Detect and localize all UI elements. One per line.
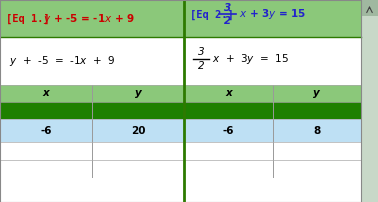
Text: $x$ + 3$y$ = 15: $x$ + 3$y$ = 15 (239, 7, 306, 21)
Text: $x$  +  3$y$  =  15: $x$ + 3$y$ = 15 (212, 52, 290, 66)
Text: [Eq 2.]: [Eq 2.] (190, 9, 234, 20)
Bar (0, 119, 361, 142)
Text: -6: -6 (40, 126, 52, 136)
Text: x: x (43, 88, 50, 98)
Bar (361, 0, 378, 16)
Text: y: y (313, 88, 320, 98)
Text: 3: 3 (198, 47, 204, 57)
Text: 8: 8 (313, 126, 321, 136)
Text: $y$ + -5 = -1$x$ + 9: $y$ + -5 = -1$x$ + 9 (43, 12, 135, 26)
Bar (361, 0, 378, 202)
Text: y: y (135, 88, 141, 98)
Text: 2: 2 (198, 61, 204, 71)
Text: -6: -6 (223, 126, 234, 136)
Bar (0, 102, 361, 119)
Bar (0, 37, 361, 85)
Text: [Eq 1.]: [Eq 1.] (6, 14, 50, 24)
Text: x: x (225, 88, 232, 98)
Bar (0, 0, 361, 37)
Text: 20: 20 (131, 126, 145, 136)
Bar (0, 160, 361, 177)
Text: $y$  +  -5  =  -1$x$  +  9: $y$ + -5 = -1$x$ + 9 (9, 54, 116, 68)
Text: 3: 3 (224, 3, 231, 13)
Text: 2: 2 (224, 16, 231, 26)
Bar (0, 85, 361, 102)
Bar (0, 142, 361, 160)
